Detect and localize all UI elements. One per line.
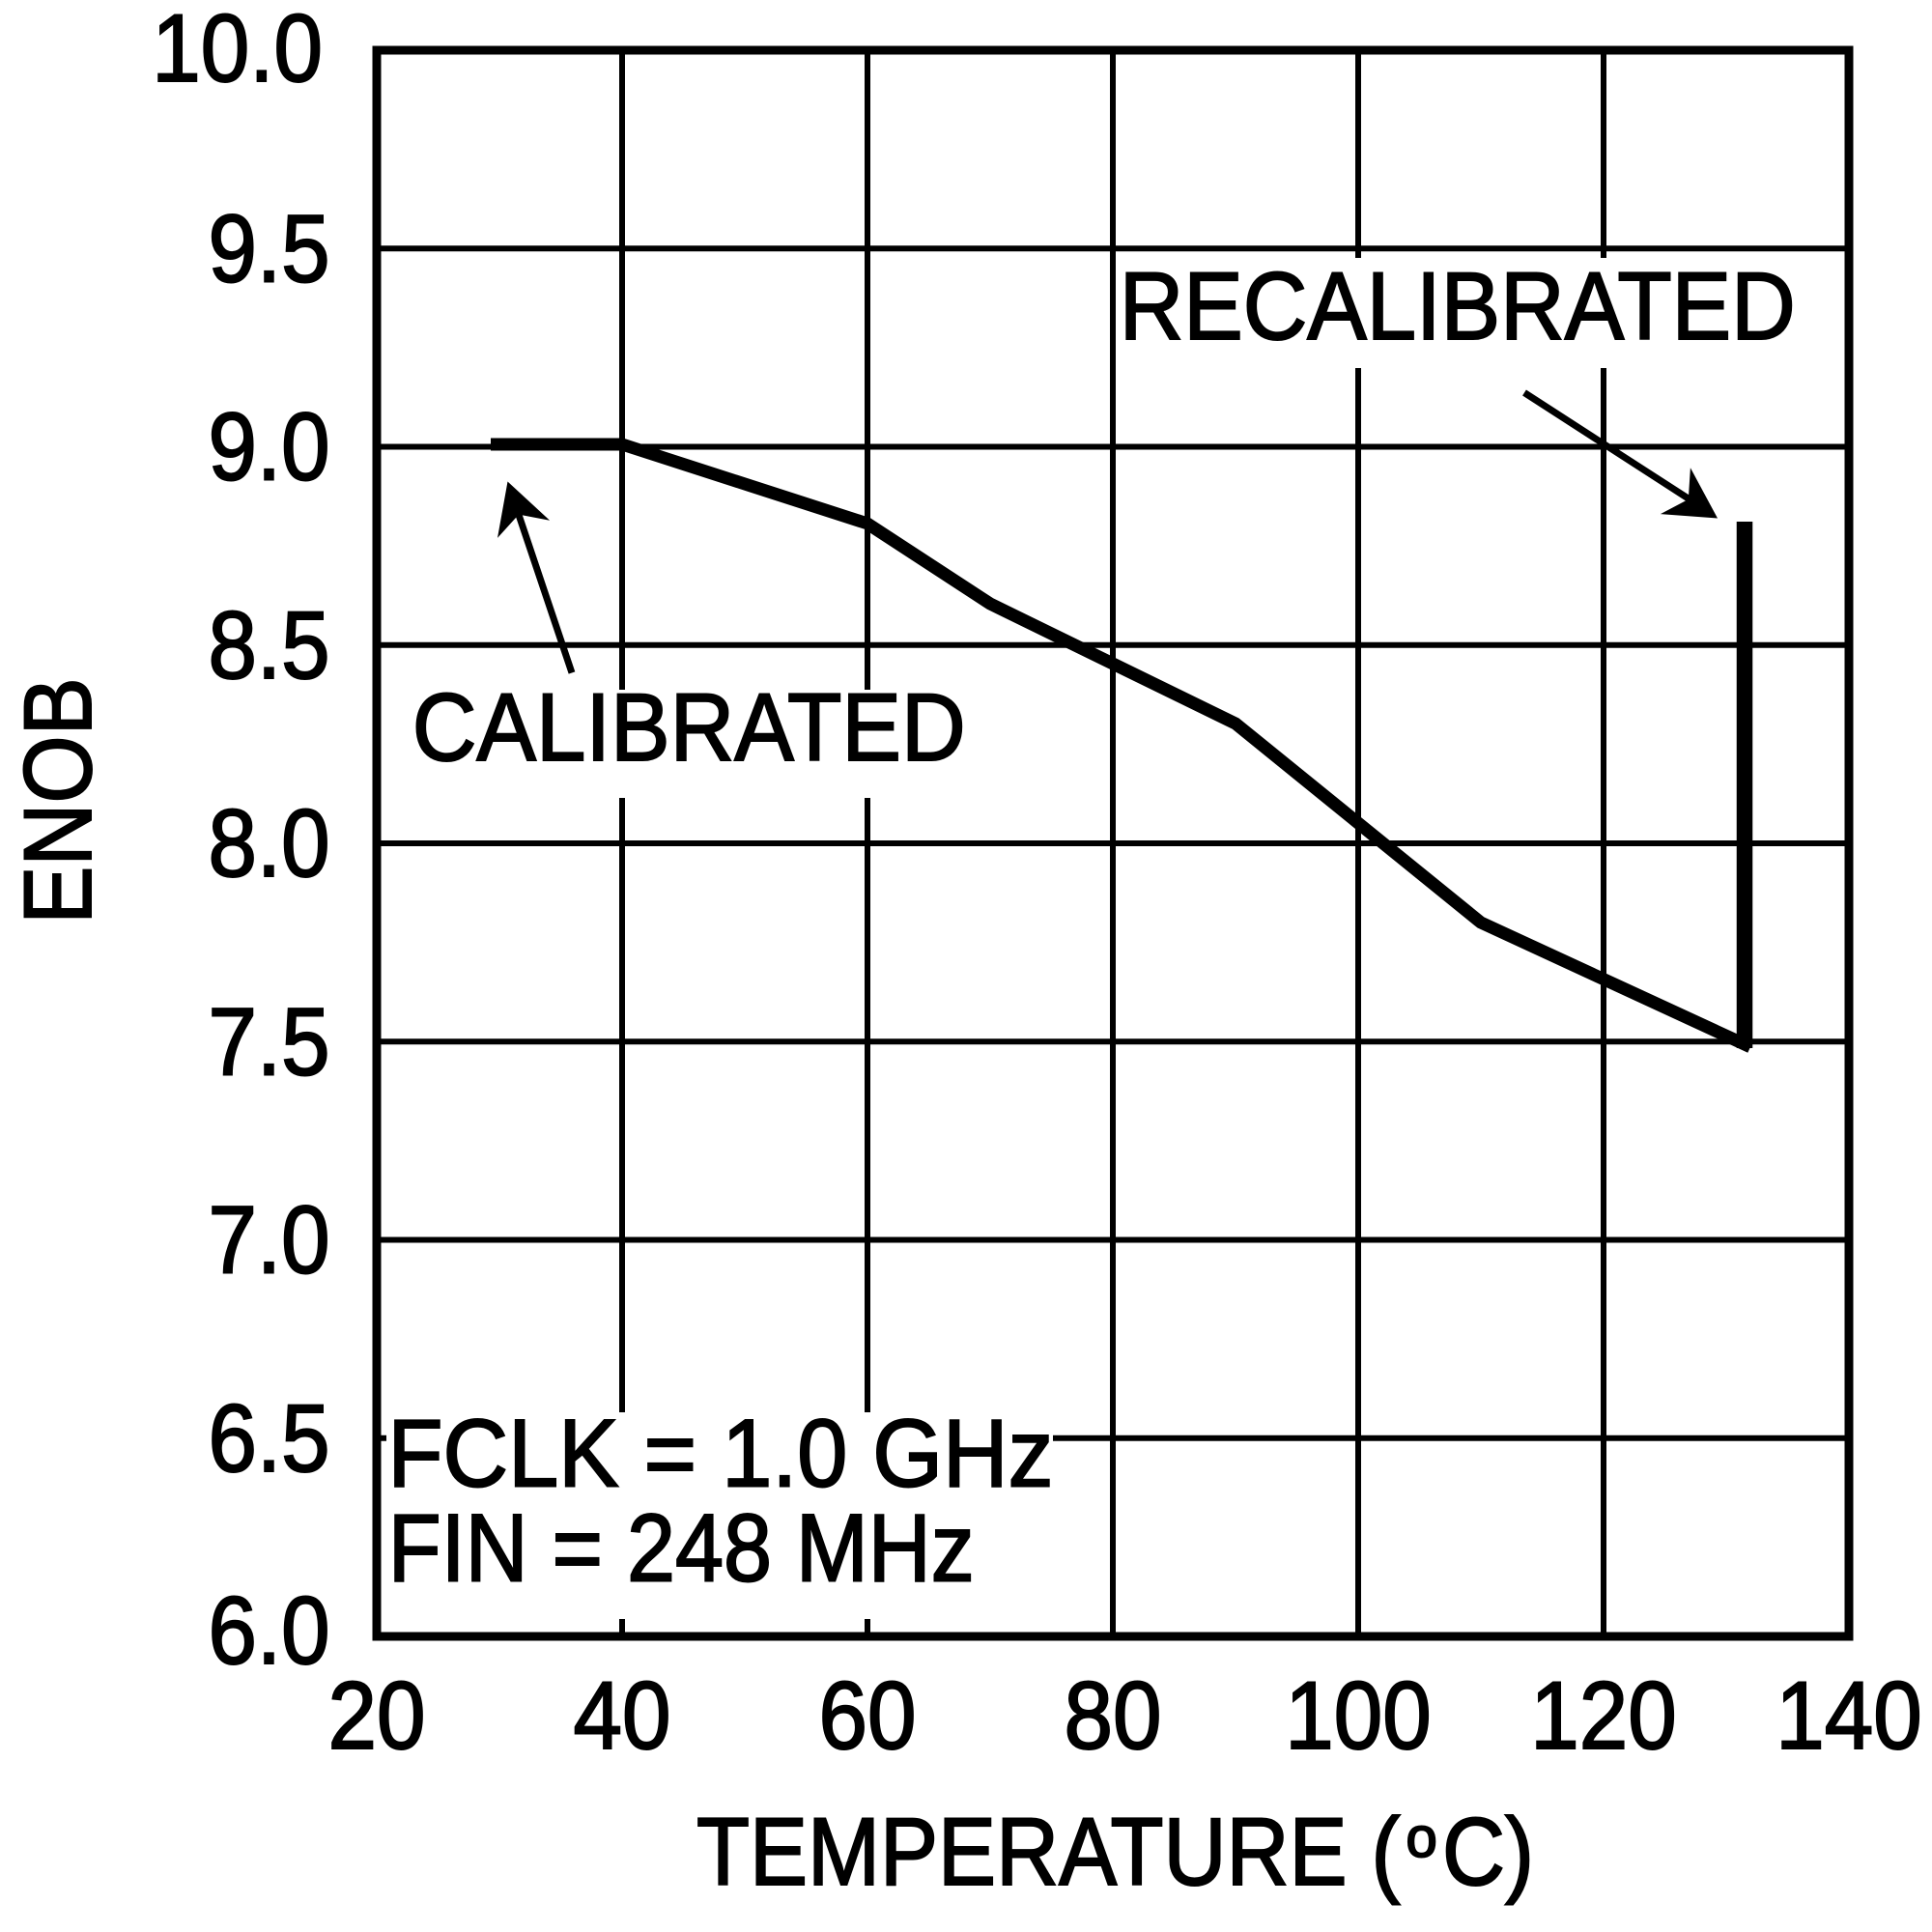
svg-text:ENOB: ENOB — [4, 677, 111, 924]
svg-text:140: 140 — [1776, 1662, 1921, 1769]
svg-text:6.0: 6.0 — [209, 1577, 330, 1684]
svg-text:100: 100 — [1285, 1662, 1431, 1769]
svg-text:120: 120 — [1530, 1662, 1676, 1769]
svg-text:20: 20 — [328, 1662, 426, 1769]
svg-text:C): C) — [1442, 1798, 1534, 1905]
svg-text:6.5: 6.5 — [209, 1384, 330, 1492]
svg-text:FCLK = 1.0 GHz: FCLK = 1.0 GHz — [387, 1400, 1053, 1507]
svg-text:80: 80 — [1065, 1662, 1162, 1769]
svg-text:FIN = 248 MHz: FIN = 248 MHz — [388, 1494, 975, 1602]
svg-text:7.5: 7.5 — [209, 987, 330, 1094]
svg-text:8.0: 8.0 — [209, 789, 330, 896]
svg-text:9.0: 9.0 — [209, 393, 330, 500]
svg-text:RECALIBRATED: RECALIBRATED — [1120, 252, 1796, 359]
svg-text:o: o — [1406, 1806, 1437, 1869]
svg-text:CALIBRATED: CALIBRATED — [412, 673, 966, 781]
svg-text:8.5: 8.5 — [209, 591, 330, 698]
svg-text:10.0: 10.0 — [152, 0, 323, 101]
svg-text:9.5: 9.5 — [209, 194, 330, 301]
svg-text:60: 60 — [819, 1662, 917, 1769]
svg-text:7.0: 7.0 — [209, 1186, 330, 1293]
svg-text:TEMPERATURE (: TEMPERATURE ( — [696, 1798, 1401, 1905]
svg-text:40: 40 — [574, 1662, 671, 1769]
